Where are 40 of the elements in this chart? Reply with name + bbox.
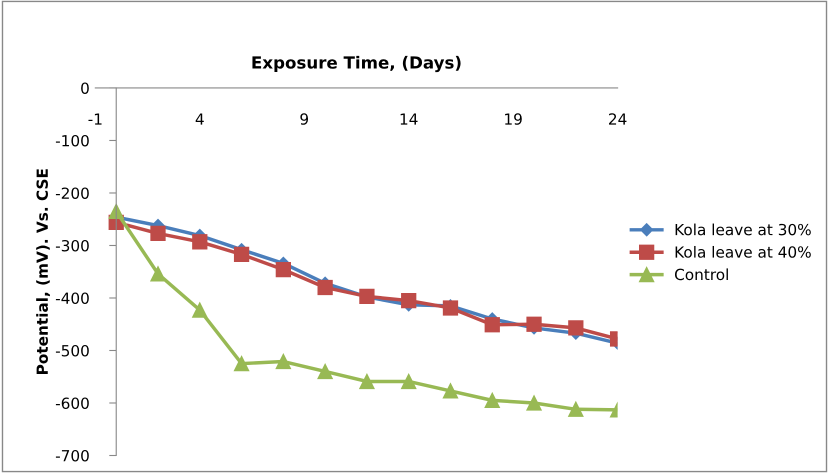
x-tick-label: -1 xyxy=(88,113,102,125)
x-tick-label: 9 xyxy=(300,113,308,125)
point xyxy=(442,300,458,316)
point xyxy=(192,302,208,318)
point xyxy=(150,226,166,242)
legend-label: Kola leave at 40% xyxy=(676,246,811,258)
y-tick-label: -100 xyxy=(56,134,89,147)
legend-label: Control xyxy=(674,268,728,280)
y-tick-label: -300 xyxy=(56,240,89,252)
point xyxy=(401,292,416,308)
y-tick-label: -400 xyxy=(56,292,89,304)
y-tick-label: -700 xyxy=(56,450,89,462)
x-tick-label: 24 xyxy=(609,113,626,125)
point xyxy=(192,234,208,250)
point xyxy=(234,246,250,262)
point xyxy=(484,392,500,408)
x-tick-label: 19 xyxy=(505,113,522,125)
point xyxy=(317,280,333,296)
point xyxy=(401,374,416,390)
point xyxy=(568,402,584,417)
point xyxy=(150,266,166,282)
point xyxy=(317,364,333,380)
point xyxy=(568,320,584,336)
point xyxy=(526,395,542,411)
y-tick-label: -600 xyxy=(56,397,89,410)
point xyxy=(276,354,291,370)
y-axis-title: Potential, (mV). Vs. CSE xyxy=(36,169,50,374)
x-tick-label: 14 xyxy=(400,113,418,125)
point xyxy=(484,317,500,332)
point xyxy=(526,316,542,332)
point xyxy=(442,383,458,399)
point xyxy=(359,374,375,390)
point xyxy=(234,356,250,372)
legend-label: Kola leave at 30% xyxy=(676,224,811,236)
y-tick-label: -200 xyxy=(56,187,89,200)
x-axis-title: Exposure Time, (Days) xyxy=(252,56,461,72)
x-tick-label: 4 xyxy=(196,113,204,125)
point xyxy=(276,262,291,278)
y-tick-label: 0 xyxy=(81,82,89,94)
y-tick-label: -500 xyxy=(56,344,89,357)
